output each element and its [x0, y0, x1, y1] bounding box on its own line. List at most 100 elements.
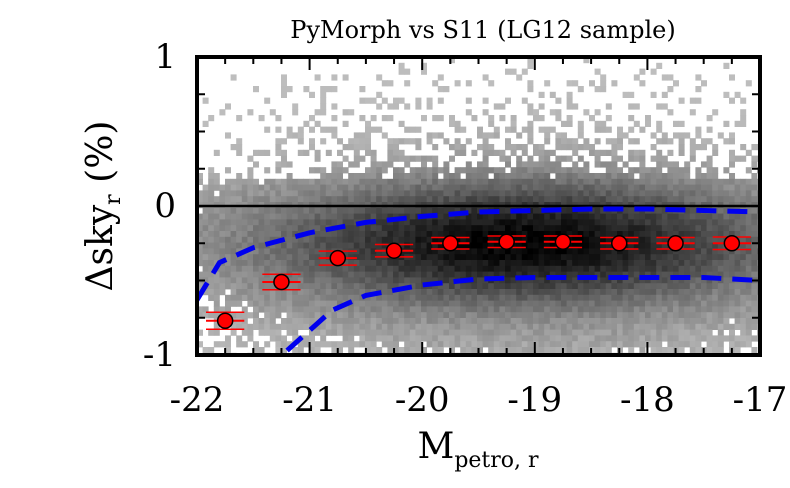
density-cell [365, 312, 371, 319]
density-cell [443, 306, 450, 313]
density-cell [566, 260, 573, 267]
density-cell [740, 329, 747, 336]
density-cell [482, 271, 489, 278]
density-cell [202, 312, 209, 319]
density-cell [292, 254, 299, 261]
density-cell [516, 260, 523, 267]
density-cell [437, 115, 444, 122]
density-cell [734, 306, 741, 313]
density-cell [303, 312, 310, 319]
density-cell [421, 289, 427, 296]
density-cell [482, 312, 489, 319]
density-cell [488, 289, 495, 296]
density-cell [275, 254, 282, 261]
density-cell [549, 323, 556, 330]
density-cell [331, 271, 338, 278]
density-cell [678, 138, 685, 145]
density-cell [314, 225, 321, 232]
density-cell [264, 207, 271, 214]
density-cell [645, 196, 651, 203]
density-cell [454, 126, 461, 133]
density-cell [673, 225, 679, 232]
density-cell [717, 254, 724, 261]
density-cell [555, 213, 562, 220]
density-cell [449, 341, 455, 348]
density-cell [661, 196, 668, 203]
density-cell [695, 260, 702, 267]
density-cell [281, 91, 287, 98]
density-cell [331, 231, 338, 238]
density-cell [348, 138, 355, 145]
density-cell [465, 213, 472, 220]
density-cell [415, 260, 422, 267]
density-cell [241, 323, 248, 330]
density-cell [269, 242, 276, 249]
density-cell [538, 231, 545, 238]
density-cell [365, 126, 371, 133]
density-cell [275, 207, 282, 214]
density-cell [622, 190, 629, 197]
density-cell [572, 312, 579, 319]
density-cell [611, 213, 618, 220]
density-cell [337, 190, 343, 197]
density-cell [667, 167, 674, 174]
density-cell [331, 341, 338, 348]
density-cell [510, 260, 517, 267]
density-cell [208, 329, 215, 336]
density-cell [292, 277, 299, 284]
density-cell [572, 80, 579, 87]
density-cell [583, 236, 590, 243]
density-cell [404, 341, 411, 348]
density-cell [376, 103, 383, 110]
density-cell [426, 196, 433, 203]
density-cell [465, 178, 472, 185]
density-cell [549, 91, 556, 98]
density-cell [751, 231, 758, 238]
density-cell [661, 283, 668, 290]
density-cell [689, 109, 696, 116]
density-cell [561, 329, 567, 336]
density-cell [527, 161, 534, 168]
density-cell [292, 248, 299, 255]
density-cell [639, 126, 646, 133]
density-cell [365, 289, 371, 296]
density-cell [650, 260, 657, 267]
density-cell [594, 68, 601, 75]
density-cell [253, 318, 259, 325]
density-cell [269, 236, 276, 243]
density-cell [510, 115, 517, 122]
density-cell [521, 335, 528, 342]
density-cell [471, 265, 478, 272]
density-cell [381, 97, 388, 104]
density-cell [633, 74, 640, 81]
density-cell [510, 323, 517, 330]
density-cell [689, 341, 696, 348]
density-cell [247, 167, 254, 174]
density-cell [342, 144, 349, 151]
density-cell [745, 149, 752, 156]
density-cell [639, 231, 646, 238]
density-cell [594, 184, 601, 191]
density-cell [684, 190, 691, 197]
density-cell [426, 138, 433, 145]
density-cell [449, 283, 455, 290]
density-cell [202, 213, 209, 220]
density-cell [516, 74, 523, 81]
density-cell [482, 219, 489, 226]
density-cell [505, 335, 511, 342]
density-cell [605, 225, 612, 232]
density-cell [723, 300, 730, 307]
density-cell [589, 312, 595, 319]
density-cell [353, 207, 360, 214]
density-cell [236, 242, 243, 249]
density-cell [320, 306, 327, 313]
density-cell [566, 265, 573, 272]
density-cell [297, 149, 304, 156]
density-cell [303, 225, 310, 232]
density-cell [505, 254, 511, 261]
density-cell [740, 260, 747, 267]
density-cell [359, 225, 366, 232]
density-cell [258, 248, 265, 255]
density-cell [611, 184, 618, 191]
density-cell [342, 265, 349, 272]
